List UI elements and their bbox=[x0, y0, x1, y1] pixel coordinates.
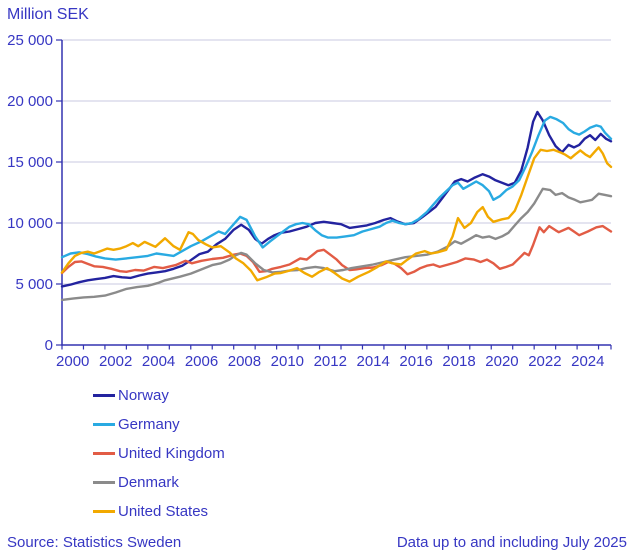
legend-label: Denmark bbox=[118, 473, 179, 491]
x-axis-tick-label: 2024 bbox=[571, 353, 604, 370]
series-line-united-states bbox=[60, 146, 613, 283]
chart-unit-label: Million SEK bbox=[7, 6, 89, 23]
legend-label: Germany bbox=[118, 415, 180, 433]
legend-item-united-states: United States bbox=[93, 502, 225, 520]
y-axis-tick-label: 10 000 bbox=[7, 215, 53, 232]
x-axis-tick-label: 2010 bbox=[271, 353, 304, 370]
x-axis-tick-label: 2018 bbox=[442, 353, 475, 370]
series-line-denmark bbox=[60, 187, 613, 302]
y-axis-tick-label: 20 000 bbox=[7, 93, 53, 110]
x-axis-tick-label: 2004 bbox=[142, 353, 175, 370]
series-line-united-kingdom bbox=[60, 224, 613, 276]
legend-line-swatch bbox=[93, 422, 115, 426]
legend-item-norway: Norway bbox=[93, 386, 225, 404]
y-axis-tick-label: 0 bbox=[45, 337, 53, 354]
y-axis-tick-label: 5 000 bbox=[15, 276, 53, 293]
x-axis-tick-label: 2014 bbox=[357, 353, 390, 370]
legend-item-denmark: Denmark bbox=[93, 473, 225, 491]
x-axis-tick-label: 2020 bbox=[485, 353, 518, 370]
legend-line-swatch bbox=[93, 393, 115, 397]
line-chart: 0 5 000 10 000 15 000 20 000 25 000 2000 2002 20… bbox=[7, 32, 613, 370]
chart-footer: Source: Statistics Sweden Data up to and… bbox=[7, 534, 627, 551]
legend-label: Norway bbox=[118, 386, 169, 404]
legend-item-germany: Germany bbox=[93, 415, 225, 433]
series-line-norway bbox=[60, 110, 613, 288]
x-axis-tick-label: 2002 bbox=[99, 353, 132, 370]
x-axis-tick-label: 2022 bbox=[528, 353, 561, 370]
series-line-germany bbox=[60, 115, 613, 261]
x-axis-tick-label: 2000 bbox=[56, 353, 89, 370]
y-axis-tick-label: 15 000 bbox=[7, 154, 53, 171]
legend-line-swatch bbox=[93, 509, 115, 513]
legend-line-swatch bbox=[93, 451, 115, 455]
legend-line-swatch bbox=[93, 480, 115, 484]
legend-label: United Kingdom bbox=[118, 444, 225, 462]
data-note: Data up to and including July 2025 bbox=[396, 534, 627, 551]
y-axis-tick-label: 25 000 bbox=[7, 32, 53, 49]
legend-item-united-kingdom: United Kingdom bbox=[93, 444, 225, 462]
x-axis-tick-label: 2012 bbox=[314, 353, 347, 370]
x-axis-tick-label: 2006 bbox=[185, 353, 218, 370]
legend-label: United States bbox=[118, 502, 209, 520]
source-note: Source: Statistics Sweden bbox=[7, 534, 182, 551]
x-axis-tick-label: 2016 bbox=[399, 353, 432, 370]
x-axis-tick-label: 2008 bbox=[228, 353, 261, 370]
legend: Norway Germany United Kingdom Denmark Un… bbox=[93, 387, 225, 532]
